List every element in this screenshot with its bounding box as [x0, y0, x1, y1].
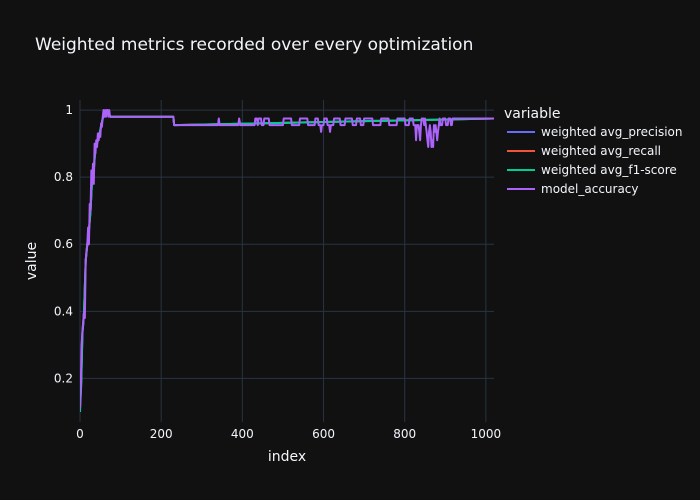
legend-item: weighted avg_f1-score: [507, 163, 677, 177]
series-line-weighted-avg-recall: [80, 112, 494, 409]
legend-label: weighted avg_precision: [541, 125, 682, 139]
series-line-weighted-avg-f1-score: [80, 112, 494, 412]
legend-items: weighted avg_precision weighted avg_recal…: [507, 125, 682, 196]
legend: variable weighted avg_precisionweighted …: [504, 106, 682, 196]
legend-item: model_accuracy: [507, 182, 639, 196]
series-lines: [80, 109, 494, 412]
x-axis-label: index: [268, 449, 306, 465]
y-tick-label: 0.2: [54, 371, 73, 385]
y-axis-label: value: [24, 242, 40, 280]
x-tick-label: 800: [393, 427, 416, 441]
legend-label: weighted avg_recall: [541, 144, 661, 158]
chart-title: Weighted metrics recorded over every opt…: [35, 35, 473, 55]
y-tick-label: 1: [65, 103, 73, 117]
y-tick-label: 0.4: [54, 304, 73, 318]
x-axis-ticks: 0 200 400 600 800 1000: [76, 427, 501, 441]
y-tick-label: 0.8: [54, 170, 73, 184]
x-tick-label: 600: [312, 427, 335, 441]
series-line-model-accuracy: [80, 109, 494, 409]
y-tick-label: 0.6: [54, 237, 73, 251]
x-tick-label: 400: [231, 427, 254, 441]
x-tick-label: 0: [76, 427, 84, 441]
series-line-weighted-avg-precision: [80, 112, 494, 406]
x-tick-label: 200: [150, 427, 173, 441]
legend-item: weighted avg_recall: [507, 144, 661, 158]
x-tick-label: 1000: [471, 427, 502, 441]
y-axis-ticks: 0.2 0.4 0.6 0.8 1: [54, 103, 73, 385]
legend-title: variable: [504, 106, 560, 122]
legend-label: weighted avg_f1-score: [541, 163, 677, 177]
grid: [79, 100, 494, 422]
legend-item: weighted avg_precision: [507, 125, 682, 139]
legend-label: model_accuracy: [541, 182, 639, 196]
